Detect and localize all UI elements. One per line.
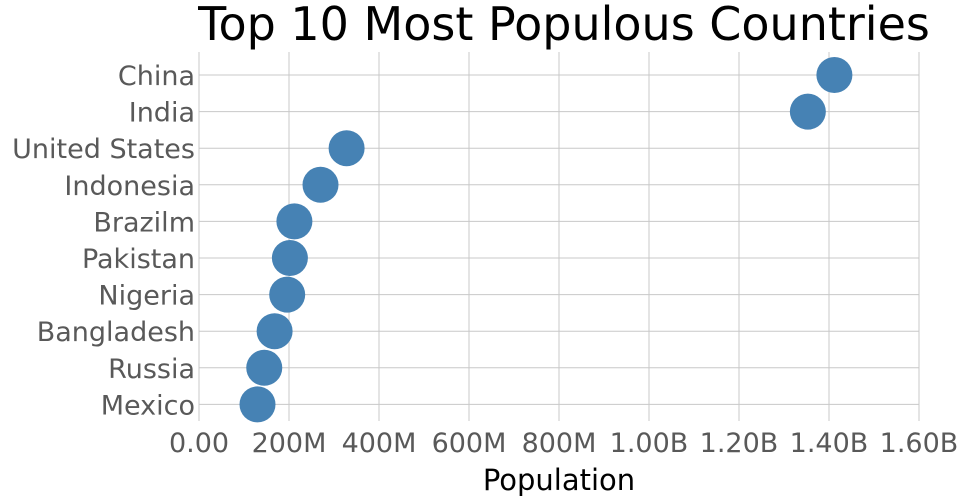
x-tick-label: 0.00 [169,428,229,459]
gridlines [198,52,920,421]
y-tick-label: United States [12,134,195,165]
data-point [276,203,313,240]
chart-title: Top 10 Most Populous Countries [197,0,930,51]
y-tick-label: Bangladesh [37,317,195,348]
y-tick-label: Mexico [101,390,195,421]
data-points [239,57,853,423]
x-tick-label: 800M [522,428,597,459]
data-point [816,57,853,93]
y-tick-label: Indonesia [64,171,195,202]
y-tick-label: Russia [108,354,195,385]
y-tick-label: Nigeria [98,281,195,312]
data-point [239,386,276,423]
x-axis-labels: 0.00 200M 400M 600M 800M 1.00B 1.20B 1.40B 1.60B [169,428,958,459]
x-tick-label: 1.20B [700,428,779,459]
x-axis-title: Population [483,463,635,497]
x-tick-label: 1.60B [880,428,959,459]
data-point [271,240,308,276]
data-point [328,130,365,167]
y-tick-label: Brazilm [93,207,195,238]
x-tick-label: 400M [342,428,417,459]
data-point [302,166,339,203]
y-tick-label: India [129,98,195,129]
y-tick-label: China [118,61,195,92]
x-tick-label: 200M [252,428,327,459]
data-point [269,276,306,313]
y-axis-labels: China India United States Indonesia Brazilm P… [12,61,195,421]
y-tick-label: Pakistan [82,244,195,275]
x-tick-label: 1.40B [790,428,869,459]
data-point [256,313,293,350]
x-tick-label: 600M [432,428,507,459]
data-point [246,349,283,386]
x-tick-label: 1.00B [610,428,689,459]
data-point [789,93,826,130]
